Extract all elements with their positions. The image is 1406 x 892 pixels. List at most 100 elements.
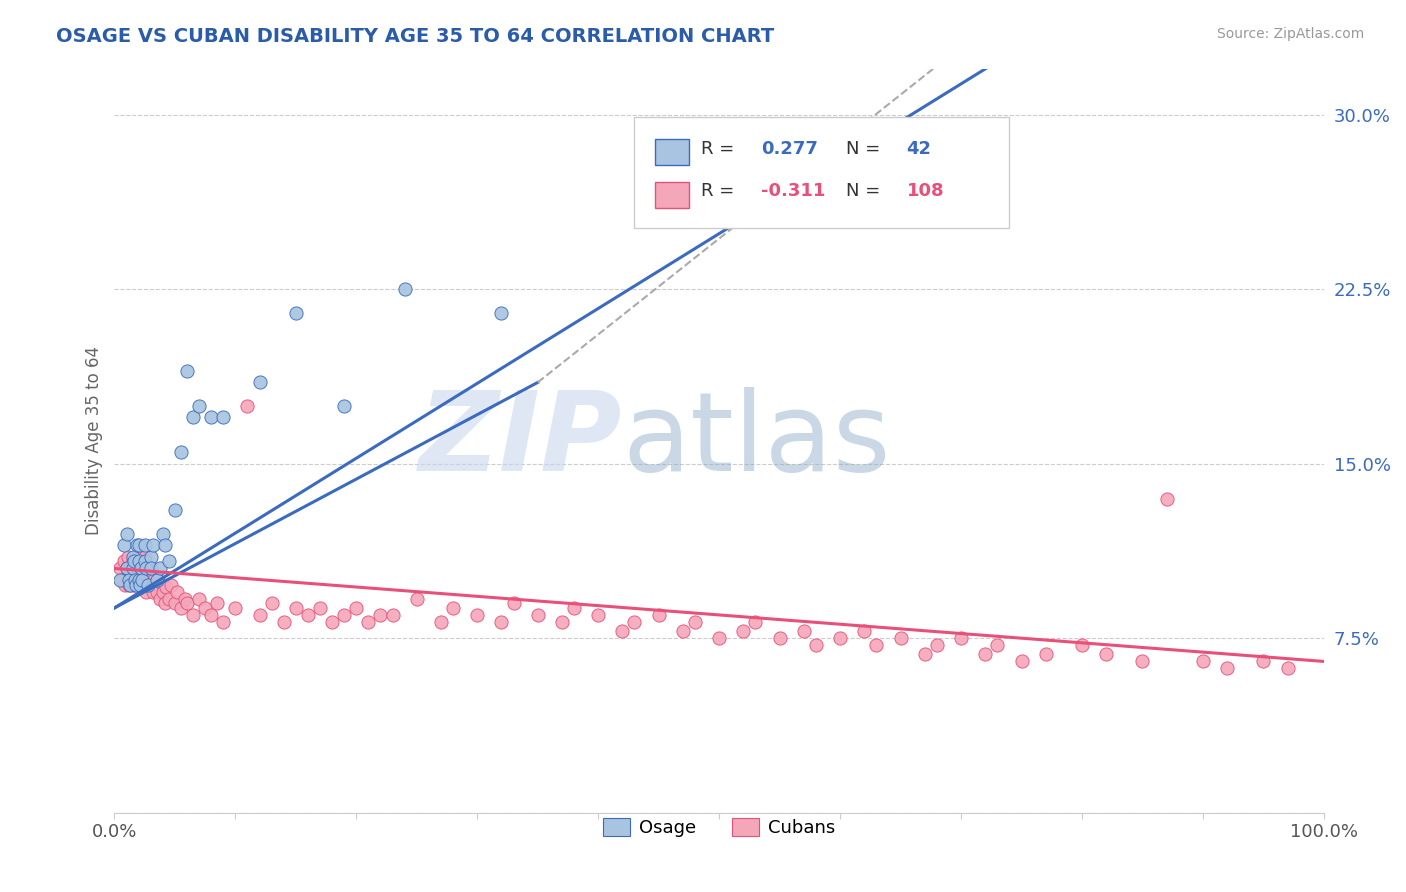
Point [128, 561, 150, 575]
Point [562, 601, 585, 615]
Point [110, 573, 132, 587]
Point [134, 549, 156, 564]
Point [152, 584, 174, 599]
Point [357, 615, 380, 629]
Point [128, 538, 150, 552]
Point [121, 561, 143, 575]
Point [145, 577, 167, 591]
Point [205, 596, 228, 610]
Point [122, 554, 145, 568]
Point [465, 607, 488, 622]
Point [157, 554, 180, 568]
Point [128, 549, 150, 564]
Point [224, 601, 246, 615]
Text: 0.277: 0.277 [762, 140, 818, 158]
Point [134, 538, 156, 552]
Point [149, 561, 172, 575]
Point [865, 638, 887, 652]
Text: 42: 42 [907, 140, 932, 158]
Point [132, 577, 155, 591]
Point [830, 631, 852, 645]
Point [1011, 655, 1033, 669]
Text: N =: N = [846, 182, 880, 201]
Point [647, 607, 669, 622]
Point [551, 615, 574, 629]
Point [121, 554, 143, 568]
Point [129, 561, 152, 575]
Point [586, 607, 609, 622]
Point [321, 615, 343, 629]
Point [950, 631, 973, 645]
Point [236, 399, 259, 413]
Point [769, 631, 792, 645]
Point [121, 577, 143, 591]
Point [284, 601, 307, 615]
Point [733, 624, 755, 639]
Point [188, 591, 211, 606]
Point [249, 607, 271, 622]
Point [194, 601, 217, 615]
Point [672, 624, 695, 639]
Text: -0.311: -0.311 [762, 182, 825, 201]
Point [914, 648, 936, 662]
Point [441, 601, 464, 615]
Y-axis label: Disability Age 35 to 64: Disability Age 35 to 64 [86, 346, 103, 535]
Point [155, 580, 177, 594]
Point [160, 577, 183, 591]
Point [125, 577, 148, 591]
Point [127, 538, 149, 552]
Point [120, 561, 142, 575]
Point [173, 591, 195, 606]
Point [124, 577, 146, 591]
Point [124, 573, 146, 587]
Point [1253, 655, 1275, 669]
Point [114, 577, 136, 591]
Point [394, 282, 416, 296]
Point [155, 538, 177, 552]
Point [163, 596, 186, 610]
Point [152, 526, 174, 541]
Point [120, 573, 142, 587]
Legend: Osage, Cubans: Osage, Cubans [596, 811, 842, 845]
Text: R =: R = [702, 182, 740, 201]
FancyBboxPatch shape [634, 117, 1010, 228]
Text: N =: N = [846, 140, 880, 158]
Point [128, 577, 150, 591]
Point [166, 584, 188, 599]
Point [623, 615, 645, 629]
Point [139, 577, 162, 591]
Point [129, 561, 152, 575]
Point [125, 561, 148, 575]
Point [118, 573, 141, 587]
Point [135, 584, 157, 599]
Point [128, 577, 150, 591]
Point [128, 554, 150, 568]
Point [890, 631, 912, 645]
Point [381, 607, 404, 622]
Point [139, 573, 162, 587]
Point [974, 648, 997, 662]
Point [430, 615, 453, 629]
Point [120, 577, 142, 591]
Point [181, 410, 204, 425]
Point [136, 577, 159, 591]
Point [142, 584, 165, 599]
Point [284, 306, 307, 320]
Point [1156, 491, 1178, 506]
Point [131, 573, 153, 587]
Point [526, 607, 548, 622]
Point [121, 549, 143, 564]
Point [707, 631, 730, 645]
Point [112, 538, 135, 552]
Point [1035, 648, 1057, 662]
Text: ZIP: ZIP [419, 387, 623, 494]
Point [273, 615, 295, 629]
Point [138, 561, 160, 575]
Point [1071, 638, 1094, 652]
Point [136, 577, 159, 591]
Point [129, 577, 152, 591]
Point [149, 591, 172, 606]
Point [136, 573, 159, 587]
Point [131, 573, 153, 587]
Point [110, 561, 132, 575]
